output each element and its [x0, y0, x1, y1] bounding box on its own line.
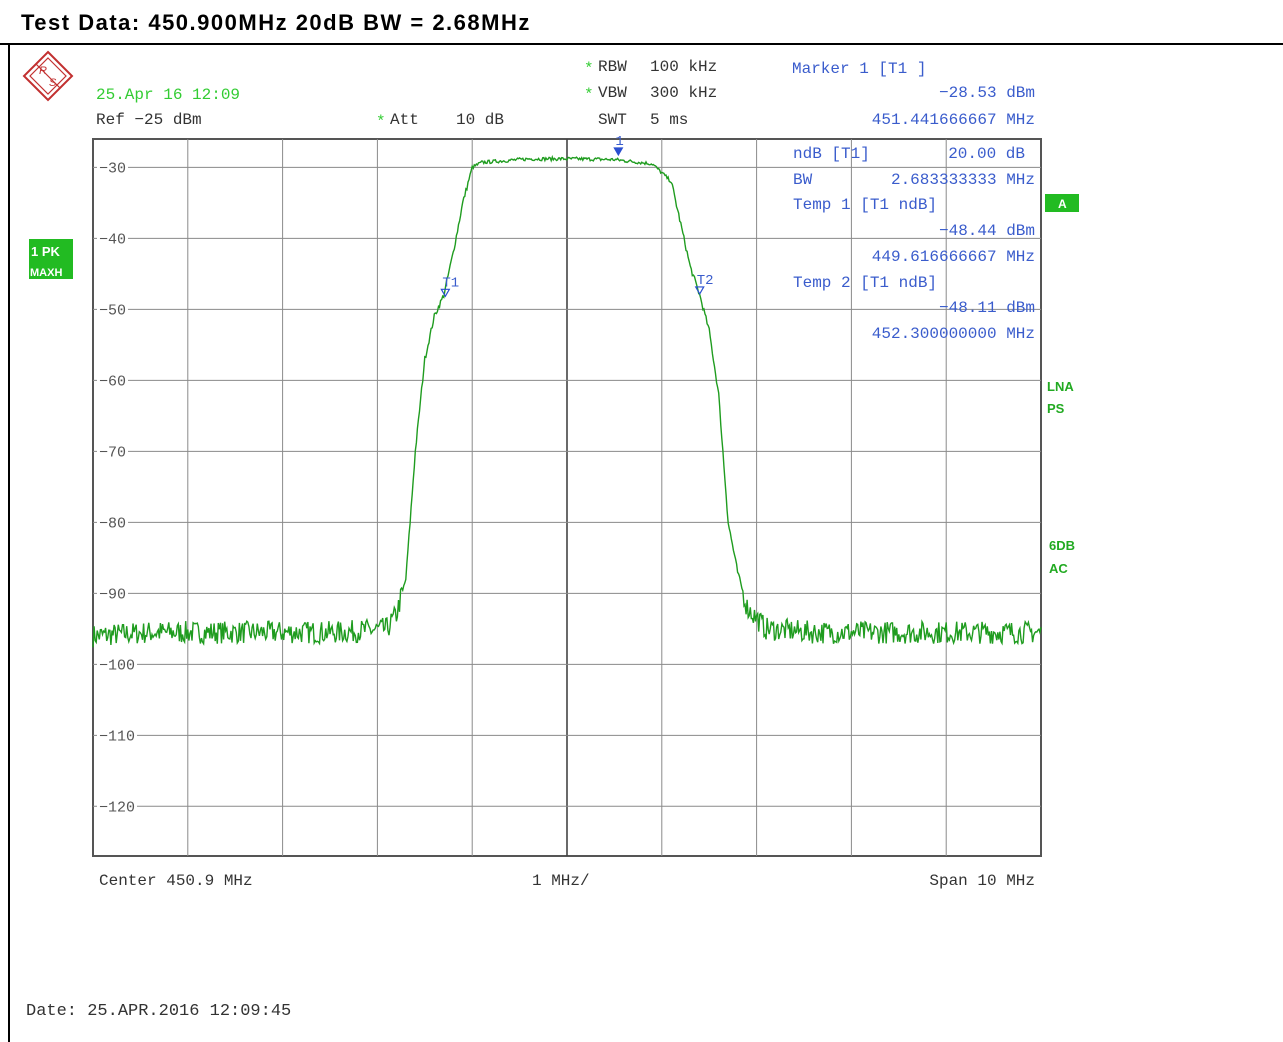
y-tick-label-bg [97, 159, 128, 176]
ndb-label: ndB [T1] [793, 145, 870, 163]
y-tick-label-bg [97, 727, 137, 744]
marker-t2-label: T2 [697, 273, 714, 289]
spectrum-trace [92, 154, 1042, 648]
marker-t1-icon [440, 288, 451, 298]
temp1-title: Temp 1 [T1 ndB] [793, 196, 937, 214]
y-tick-label: −60 [99, 373, 126, 390]
y-tick-label: −80 [99, 515, 126, 532]
y-tick-label: −120 [99, 799, 135, 816]
rbw-value: 100 kHz [650, 58, 717, 76]
vbw-value: 300 kHz [650, 84, 717, 102]
y-tick-label-bg [97, 443, 128, 460]
y-tick-label-bg [97, 585, 128, 602]
rbw-label: RBW [598, 58, 627, 76]
y-tick-label-bg [97, 514, 128, 531]
att-value: 10 dB [456, 111, 504, 129]
trace-badge [29, 239, 73, 279]
side-6db-line2: AC [1049, 561, 1068, 576]
rbw-star: * [584, 60, 594, 78]
y-tick-label: −100 [99, 657, 135, 674]
center-freq-label: Center 450.9 MHz [99, 872, 253, 890]
ref-level-label: Ref −25 dBm [96, 111, 202, 129]
temp2-level: −48.11 dBm [939, 299, 1035, 317]
side-a-badge [1045, 194, 1079, 212]
side-lna-line2: PS [1047, 401, 1065, 416]
marker1-freq: 451.441666667 MHz [872, 111, 1035, 129]
svg-text:S: S [49, 77, 57, 89]
timestamp-label: 25.Apr 16 12:09 [96, 86, 240, 104]
bw-value: 2.683333333 MHz [891, 171, 1035, 189]
y-tick-label-bg [97, 301, 128, 318]
y-tick-label: −90 [99, 586, 126, 603]
title-divider [0, 43, 1283, 45]
y-tick-label: −50 [99, 302, 126, 319]
marker-layer: 1 T1 T2 [440, 134, 714, 298]
temp1-level: −48.44 dBm [939, 222, 1035, 240]
att-label: Att [390, 111, 419, 129]
y-tick-label-bg [97, 656, 137, 673]
marker-1-label: 1 [615, 134, 623, 150]
side-6db-line1: 6DB [1049, 538, 1075, 553]
y-tick-label-bg [97, 798, 137, 815]
marker-t2-icon [694, 286, 705, 296]
bw-label: BW [793, 171, 813, 189]
title-bar: Test Data: 450.900MHz 20dB BW = 2.68MHz [0, 0, 1283, 46]
y-tick-label: −30 [99, 160, 126, 177]
trace-badge-line2: MAXH [30, 267, 62, 279]
rs-logo-icon: R S [22, 50, 74, 102]
temp1-freq: 449.616666667 MHz [872, 248, 1035, 266]
y-tick-label: −40 [99, 231, 126, 248]
ndb-value: 20.00 dB [948, 145, 1025, 163]
side-lna-line1: LNA [1047, 379, 1074, 394]
grid-lines [93, 139, 1041, 856]
left-border [8, 43, 10, 1042]
att-star: * [376, 113, 386, 131]
temp2-freq: 452.300000000 MHz [872, 325, 1035, 343]
date-footer: Date: 25.APR.2016 12:09:45 [26, 1002, 292, 1021]
vbw-star: * [584, 86, 594, 104]
y-tick-label-bg [97, 372, 128, 389]
svg-text:R: R [39, 65, 47, 77]
swt-value: 5 ms [650, 111, 688, 129]
swt-label: SWT [598, 111, 627, 129]
y-tick-label-bg [97, 230, 128, 247]
marker-1-icon [613, 147, 624, 157]
page-title: Test Data: 450.900MHz 20dB BW = 2.68MHz [21, 10, 531, 35]
y-tick-label: −110 [99, 728, 135, 745]
span-label: Span 10 MHz [929, 872, 1035, 890]
temp2-title: Temp 2 [T1 ndB] [793, 274, 937, 292]
side-a-label: A [1058, 197, 1067, 211]
y-axis-ticks: −30 −40 −50 −60 −70 −80 −90 −100 −110 −120 [97, 159, 137, 816]
vbw-label: VBW [598, 84, 627, 102]
y-tick-label: −70 [99, 444, 126, 461]
marker1-level: −28.53 dBm [939, 84, 1035, 102]
trace-badge-line1: 1 PK [31, 244, 61, 259]
marker1-title: Marker 1 [T1 ] [792, 60, 926, 78]
per-div-label: 1 MHz/ [532, 872, 590, 890]
marker-t1-label: T1 [442, 275, 459, 291]
